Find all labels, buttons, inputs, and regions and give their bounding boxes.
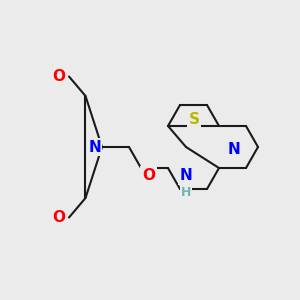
Text: O: O — [142, 168, 155, 183]
Text: N: N — [228, 142, 240, 158]
Text: N: N — [180, 168, 192, 183]
Text: N: N — [88, 140, 101, 154]
Text: O: O — [52, 210, 65, 225]
Text: O: O — [52, 69, 65, 84]
Text: S: S — [189, 112, 200, 128]
Text: H: H — [181, 185, 191, 199]
